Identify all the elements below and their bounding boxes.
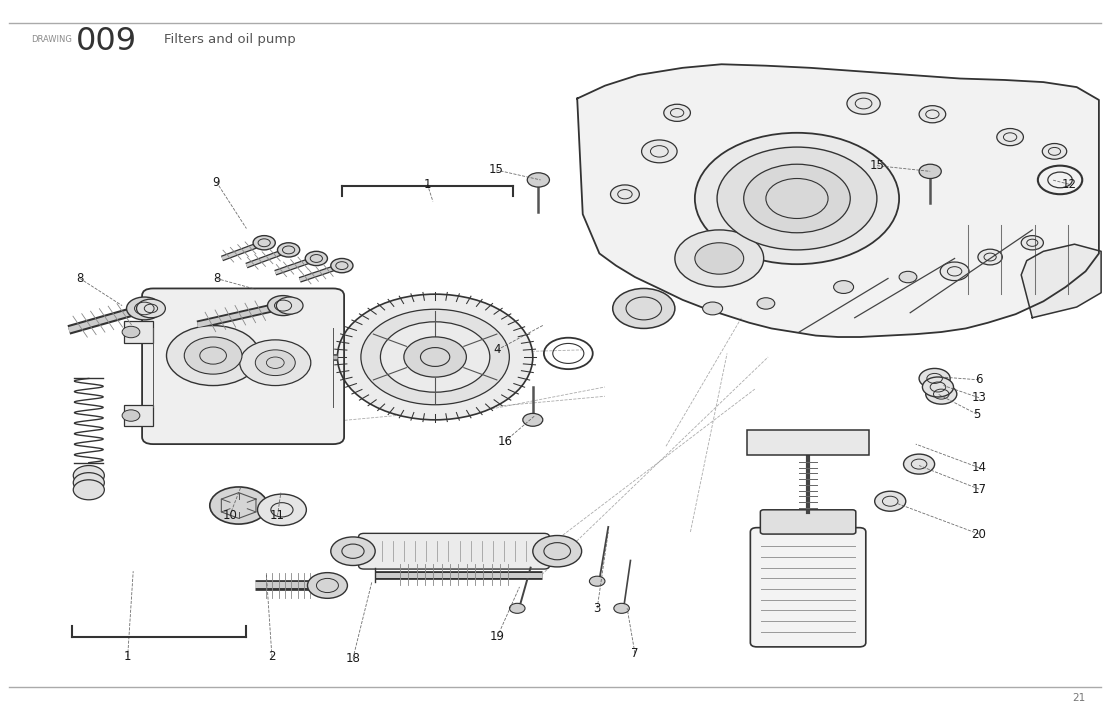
Circle shape <box>523 413 543 426</box>
Bar <box>747 430 869 455</box>
Circle shape <box>210 487 268 524</box>
FancyBboxPatch shape <box>142 288 344 444</box>
Circle shape <box>73 466 104 486</box>
Circle shape <box>675 230 764 287</box>
Circle shape <box>240 340 311 386</box>
Text: 8: 8 <box>77 272 83 285</box>
Circle shape <box>253 236 275 250</box>
Text: 3: 3 <box>594 602 601 615</box>
Text: 13: 13 <box>971 391 987 404</box>
Circle shape <box>166 326 260 386</box>
Circle shape <box>695 243 744 274</box>
Circle shape <box>404 337 466 377</box>
Circle shape <box>331 258 353 273</box>
Circle shape <box>337 294 533 420</box>
Circle shape <box>73 473 104 493</box>
Circle shape <box>305 251 327 266</box>
Circle shape <box>922 377 953 397</box>
Text: 21: 21 <box>1072 693 1086 703</box>
Circle shape <box>1042 144 1067 159</box>
Circle shape <box>589 576 605 586</box>
Circle shape <box>307 573 347 598</box>
Text: 4: 4 <box>494 343 501 356</box>
Circle shape <box>919 164 941 178</box>
Text: 11: 11 <box>270 509 285 522</box>
Circle shape <box>268 296 299 316</box>
Circle shape <box>744 164 850 233</box>
Circle shape <box>127 297 162 320</box>
Circle shape <box>940 262 969 281</box>
Circle shape <box>919 106 946 123</box>
Circle shape <box>926 384 957 404</box>
Circle shape <box>276 297 303 314</box>
Circle shape <box>137 299 165 318</box>
Circle shape <box>278 243 300 257</box>
Text: 1: 1 <box>124 650 131 663</box>
Circle shape <box>527 173 549 187</box>
Polygon shape <box>1021 244 1101 318</box>
Circle shape <box>614 603 629 613</box>
Circle shape <box>258 494 306 526</box>
Text: 10: 10 <box>222 509 238 522</box>
Circle shape <box>122 326 140 338</box>
Circle shape <box>122 410 140 421</box>
Circle shape <box>381 322 490 392</box>
Text: 2: 2 <box>269 650 275 663</box>
Text: 1: 1 <box>424 178 431 191</box>
Circle shape <box>533 536 582 567</box>
Circle shape <box>875 491 906 511</box>
Circle shape <box>1021 236 1043 250</box>
Text: 7: 7 <box>632 647 638 660</box>
Circle shape <box>997 129 1023 146</box>
Bar <box>124 405 153 426</box>
FancyBboxPatch shape <box>359 533 549 569</box>
Text: 15: 15 <box>488 164 504 176</box>
Circle shape <box>184 337 242 374</box>
Circle shape <box>717 147 877 250</box>
Circle shape <box>664 104 690 121</box>
Circle shape <box>899 271 917 283</box>
Circle shape <box>610 185 639 203</box>
Text: 009: 009 <box>75 26 137 57</box>
Circle shape <box>331 537 375 565</box>
Circle shape <box>847 93 880 114</box>
Circle shape <box>695 133 899 264</box>
Text: 16: 16 <box>497 435 513 448</box>
Polygon shape <box>577 64 1099 337</box>
Circle shape <box>509 603 525 613</box>
Circle shape <box>904 454 935 474</box>
Text: 20: 20 <box>971 528 987 540</box>
Text: DRAWING: DRAWING <box>31 36 72 44</box>
FancyBboxPatch shape <box>760 510 856 534</box>
Text: 18: 18 <box>345 652 361 665</box>
Circle shape <box>255 350 295 376</box>
Circle shape <box>73 480 104 500</box>
Text: 5: 5 <box>973 408 980 421</box>
Text: 17: 17 <box>971 483 987 496</box>
Circle shape <box>642 140 677 163</box>
Circle shape <box>834 281 854 293</box>
Text: 6: 6 <box>976 373 982 386</box>
Text: Filters and oil pump: Filters and oil pump <box>164 34 296 46</box>
Circle shape <box>757 298 775 309</box>
Circle shape <box>978 249 1002 265</box>
Circle shape <box>703 302 723 315</box>
FancyBboxPatch shape <box>750 528 866 647</box>
Bar <box>124 321 153 343</box>
Text: 9: 9 <box>213 176 220 188</box>
Circle shape <box>919 368 950 388</box>
Circle shape <box>361 309 509 405</box>
Circle shape <box>613 288 675 328</box>
Text: 8: 8 <box>213 272 220 285</box>
Text: 12: 12 <box>1061 178 1077 191</box>
Text: 14: 14 <box>971 461 987 474</box>
Text: 15: 15 <box>869 159 885 172</box>
Text: 19: 19 <box>490 630 505 643</box>
